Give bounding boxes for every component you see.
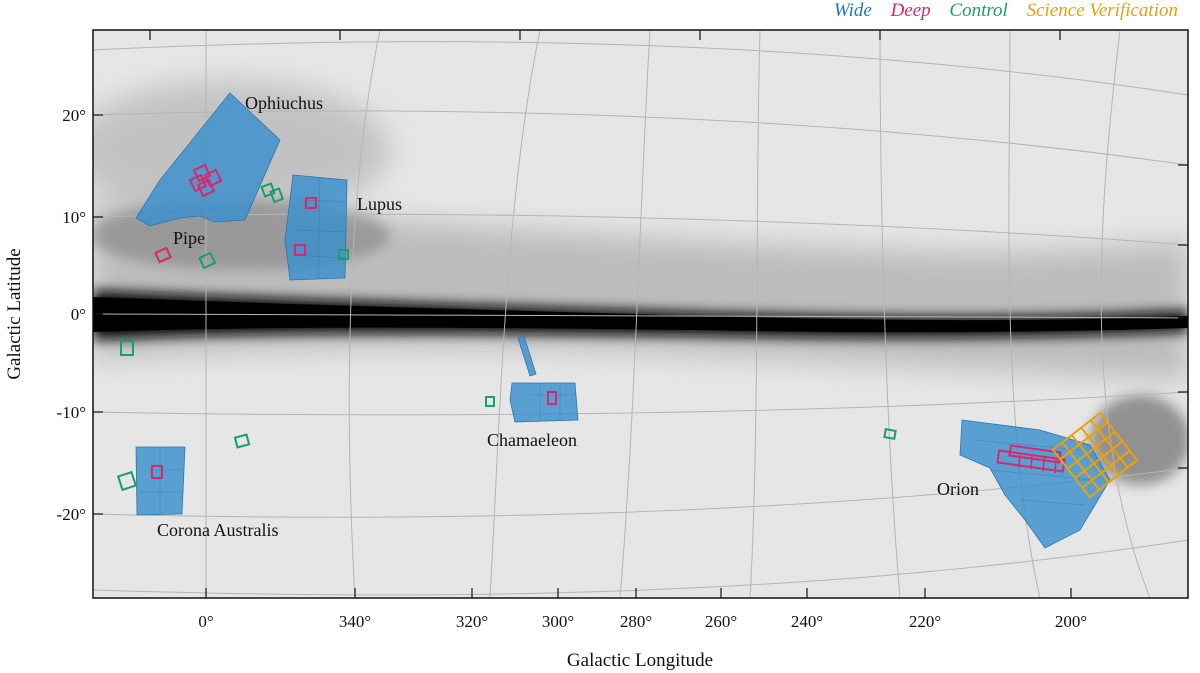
y-tick-label: 0°: [71, 305, 86, 324]
control-field: [883, 428, 897, 440]
y-tick-label: -10°: [57, 403, 86, 422]
control-field: [120, 340, 134, 356]
wide-tile-lines: [140, 177, 1096, 515]
control-fields: [116, 182, 897, 492]
control-field: [233, 433, 251, 449]
x-tick-label: 200°: [1055, 612, 1087, 631]
wide-field-chamaeleon: [509, 382, 579, 423]
region-label-ophiuchus: Ophiuchus: [245, 93, 323, 113]
y-tick-label: 20°: [62, 106, 86, 125]
region-label-corona-australis: Corona Australis: [157, 520, 279, 540]
control-field: [116, 470, 138, 492]
control-field: [198, 251, 217, 270]
wide-field-orion: [959, 419, 1111, 549]
legend: Wide Deep Control Science Verification: [820, 0, 1178, 22]
wide-field-ophiuchus: [135, 92, 281, 227]
control-field: [338, 249, 349, 260]
region-label-chamaeleon: Chamaeleon: [487, 430, 577, 450]
legend-deep: Deep: [890, 0, 931, 21]
x-tick-label: 240°: [791, 612, 823, 631]
y-tick-label: 10°: [62, 208, 86, 227]
science-verification-fields: [1051, 411, 1139, 499]
deep-field-dividers: [1018, 454, 1057, 474]
wide-field-chamaeleon-stripe: [517, 335, 537, 377]
deep-field: [305, 197, 317, 209]
x-axis-label: Galactic Longitude: [567, 650, 713, 671]
legend-control: Control: [949, 0, 1008, 21]
x-tick-label: 220°: [909, 612, 941, 631]
y-tick-label: -20°: [57, 505, 86, 524]
control-field: [485, 396, 495, 407]
y-tick-labels: 20° 10° 0° -10° -20°: [57, 106, 86, 524]
x-tick-label: 260°: [705, 612, 737, 631]
control-field: [260, 182, 276, 198]
deep-field: [996, 449, 1066, 473]
x-tick-label: 300°: [542, 612, 574, 631]
deep-field: [192, 163, 212, 183]
wide-field-corona-australis: [135, 446, 186, 516]
deep-field: [547, 391, 557, 405]
x-tick-label: 280°: [620, 612, 652, 631]
deep-field: [294, 244, 306, 256]
x-tick-label: 0°: [198, 612, 213, 631]
wide-fields: [135, 92, 1111, 549]
wide-field-lupus: [284, 174, 348, 281]
y-axis-label: Galactic Latitude: [4, 248, 25, 379]
x-tick-label: 320°: [456, 612, 488, 631]
x-tick-label: 340°: [339, 612, 371, 631]
tick-marks: [93, 30, 1188, 598]
x-tick-labels: 0° 340° 320° 300° 280° 260° 240° 220° 20…: [198, 612, 1087, 631]
legend-wide: Wide: [833, 0, 872, 21]
region-label-lupus: Lupus: [357, 194, 402, 214]
dust-extinction-map: [93, 30, 1188, 598]
region-label-pipe: Pipe: [173, 228, 205, 248]
region-label-orion: Orion: [937, 479, 979, 499]
deep-field: [154, 246, 172, 264]
legend-science-verification: Science Verification: [1026, 0, 1178, 21]
coordinate-grid: [93, 30, 1188, 598]
control-field: [269, 187, 285, 204]
deep-field: [151, 465, 163, 479]
deep-field: [196, 178, 216, 198]
